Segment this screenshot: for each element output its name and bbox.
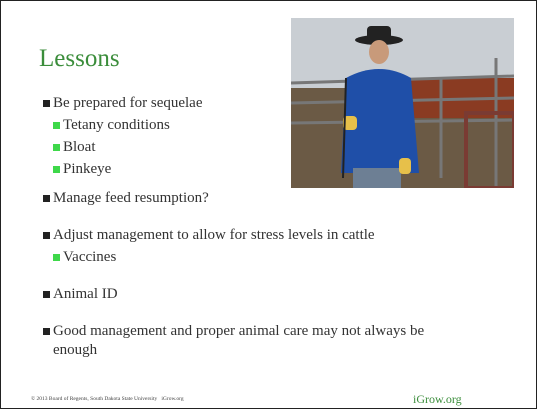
footer-copyright: © 2013 Board of Regents, South Dakota St… <box>31 396 184 402</box>
sub-bullet-marker <box>53 166 60 173</box>
bullet-marker <box>43 232 50 239</box>
bullet-text: Manage feed resumption? <box>53 189 513 208</box>
bullet-marker <box>43 291 50 298</box>
bullet: Manage feed resumption? <box>43 189 513 208</box>
sub-bullet-marker <box>53 144 60 151</box>
bullet-text: Adjust management to allow for stress le… <box>53 226 513 245</box>
bullet-text: Animal ID <box>53 285 513 304</box>
bullet-marker <box>43 328 50 335</box>
bullet: Adjust management to allow for stress le… <box>43 226 513 245</box>
bullet-marker <box>43 100 50 107</box>
slide-title: Lessons <box>39 45 120 73</box>
bullet: Animal ID <box>43 285 513 304</box>
photo <box>291 18 514 188</box>
sub-bullet-text: Vaccines <box>63 248 513 267</box>
sub-bullet: Vaccines <box>53 248 513 267</box>
slide: Lessons Be prepared for sequelaeTetany c… <box>0 0 537 409</box>
bullet-text: Good management and proper animal care m… <box>53 322 425 360</box>
bullet: Good management and proper animal care m… <box>43 322 425 360</box>
bullet-marker <box>43 195 50 202</box>
footer-brand: iGrow.org <box>413 392 462 407</box>
sub-bullet-marker <box>53 254 60 261</box>
sub-bullet-marker <box>53 122 60 129</box>
